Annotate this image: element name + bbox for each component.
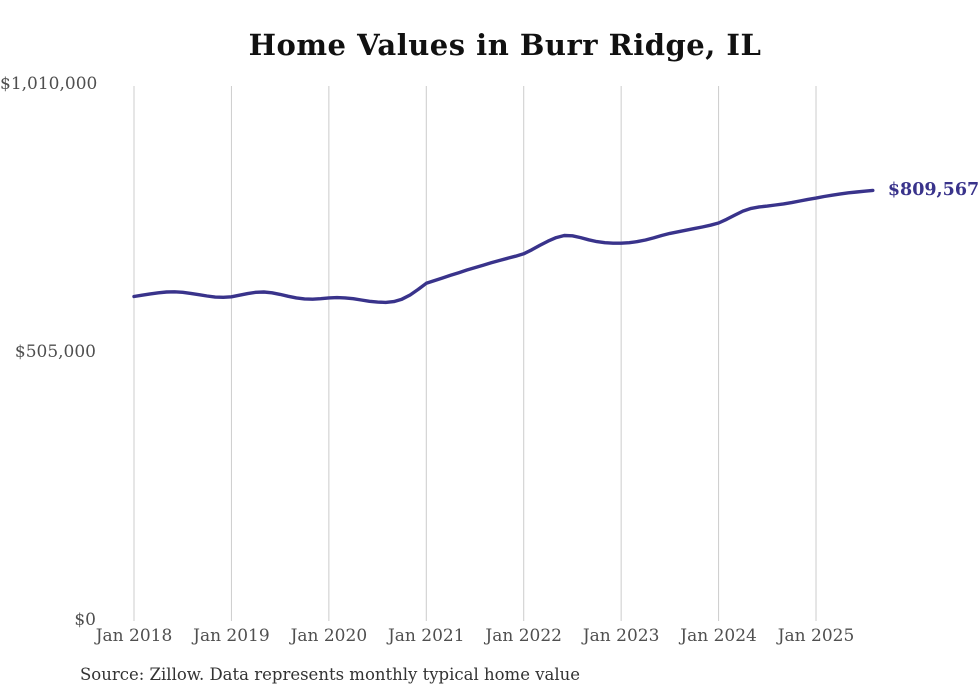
x-axis-tick-label: Jan 2018	[95, 626, 173, 646]
source-note: Source: Zillow. Data represents monthly …	[80, 665, 581, 684]
x-axis-tick-label: Jan 2024	[680, 626, 757, 646]
x-axis-tick-label: Jan 2025	[777, 626, 855, 646]
y-axis-tick-label: $1,010,000	[0, 74, 98, 94]
gridlines	[133, 86, 817, 621]
x-axis-tick-label: Jan 2019	[193, 626, 270, 646]
x-axis-tick-label: Jan 2023	[582, 626, 660, 646]
x-axis-tick-label: Jan 2022	[485, 626, 562, 646]
current-value-label: $809,567	[887, 180, 980, 201]
value-line	[132, 188, 875, 305]
x-axis-tick-label: Jan 2020	[290, 626, 368, 646]
page-title: Home Values in Burr Ridge, IL	[248, 28, 762, 62]
y-axis-tick-label: $505,000	[14, 342, 96, 362]
x-axis-tick-label: Jan 2021	[387, 626, 465, 646]
y-axis-tick-label: $0	[74, 610, 96, 630]
